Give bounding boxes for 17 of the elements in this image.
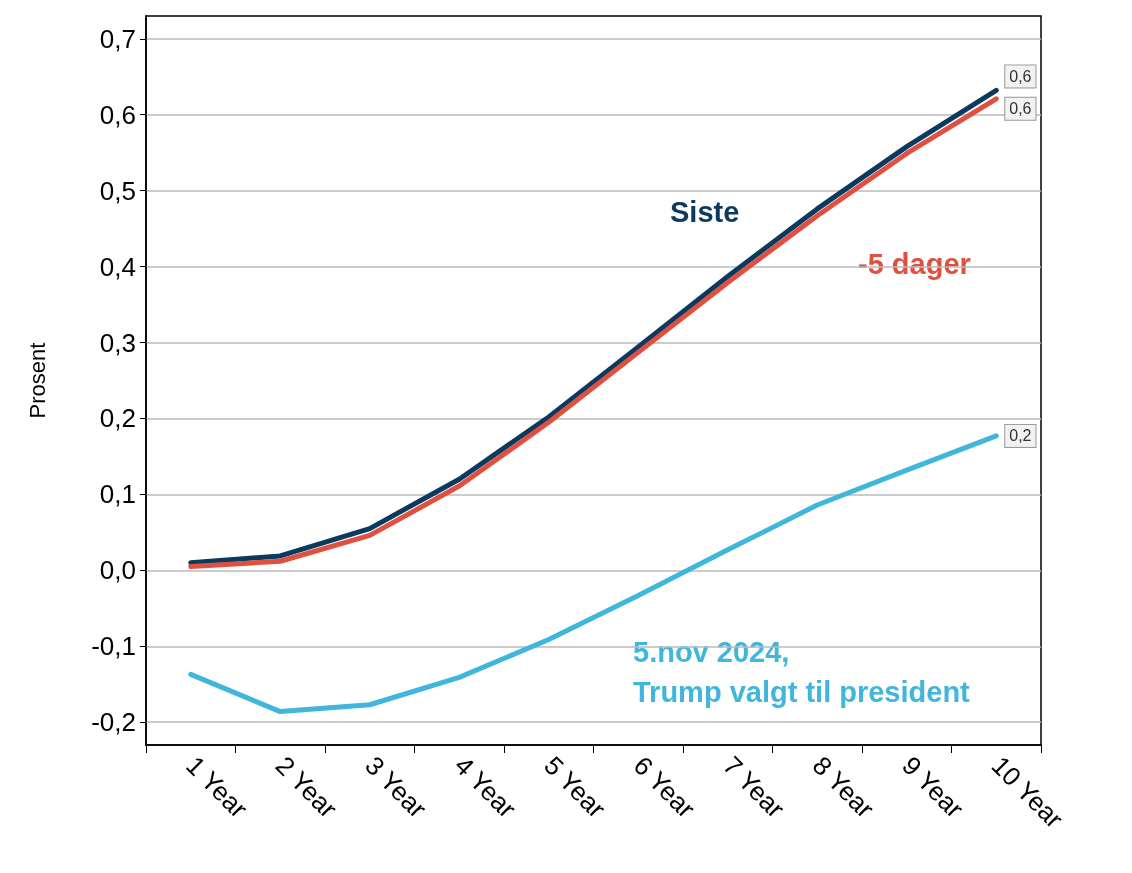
y-tick-label: 0,1: [99, 479, 136, 510]
y-tick-label: 0,3: [99, 327, 136, 358]
series-label: Siste: [670, 196, 740, 228]
y-tick-label: 0,0: [99, 555, 136, 586]
y-tick-label: 0,2: [99, 403, 136, 434]
y-tick-label: 0,4: [99, 251, 136, 282]
y-axis-title: Prosent: [24, 342, 50, 419]
series-label: 5.nov 2024, Trump valgt til president: [633, 636, 971, 708]
y-tick-label: 0,7: [99, 23, 136, 54]
data-label: 0,6: [1009, 67, 1032, 85]
y-tick-label: 0,6: [99, 99, 136, 130]
data-label: 0,2: [1009, 427, 1032, 445]
y-tick-label: 0,5: [99, 175, 136, 206]
series-label: -5 dager: [858, 248, 971, 280]
y-tick-label: -0,1: [91, 631, 136, 662]
y-tick-label: -0,2: [91, 707, 136, 738]
data-label: 0,6: [1009, 100, 1032, 118]
